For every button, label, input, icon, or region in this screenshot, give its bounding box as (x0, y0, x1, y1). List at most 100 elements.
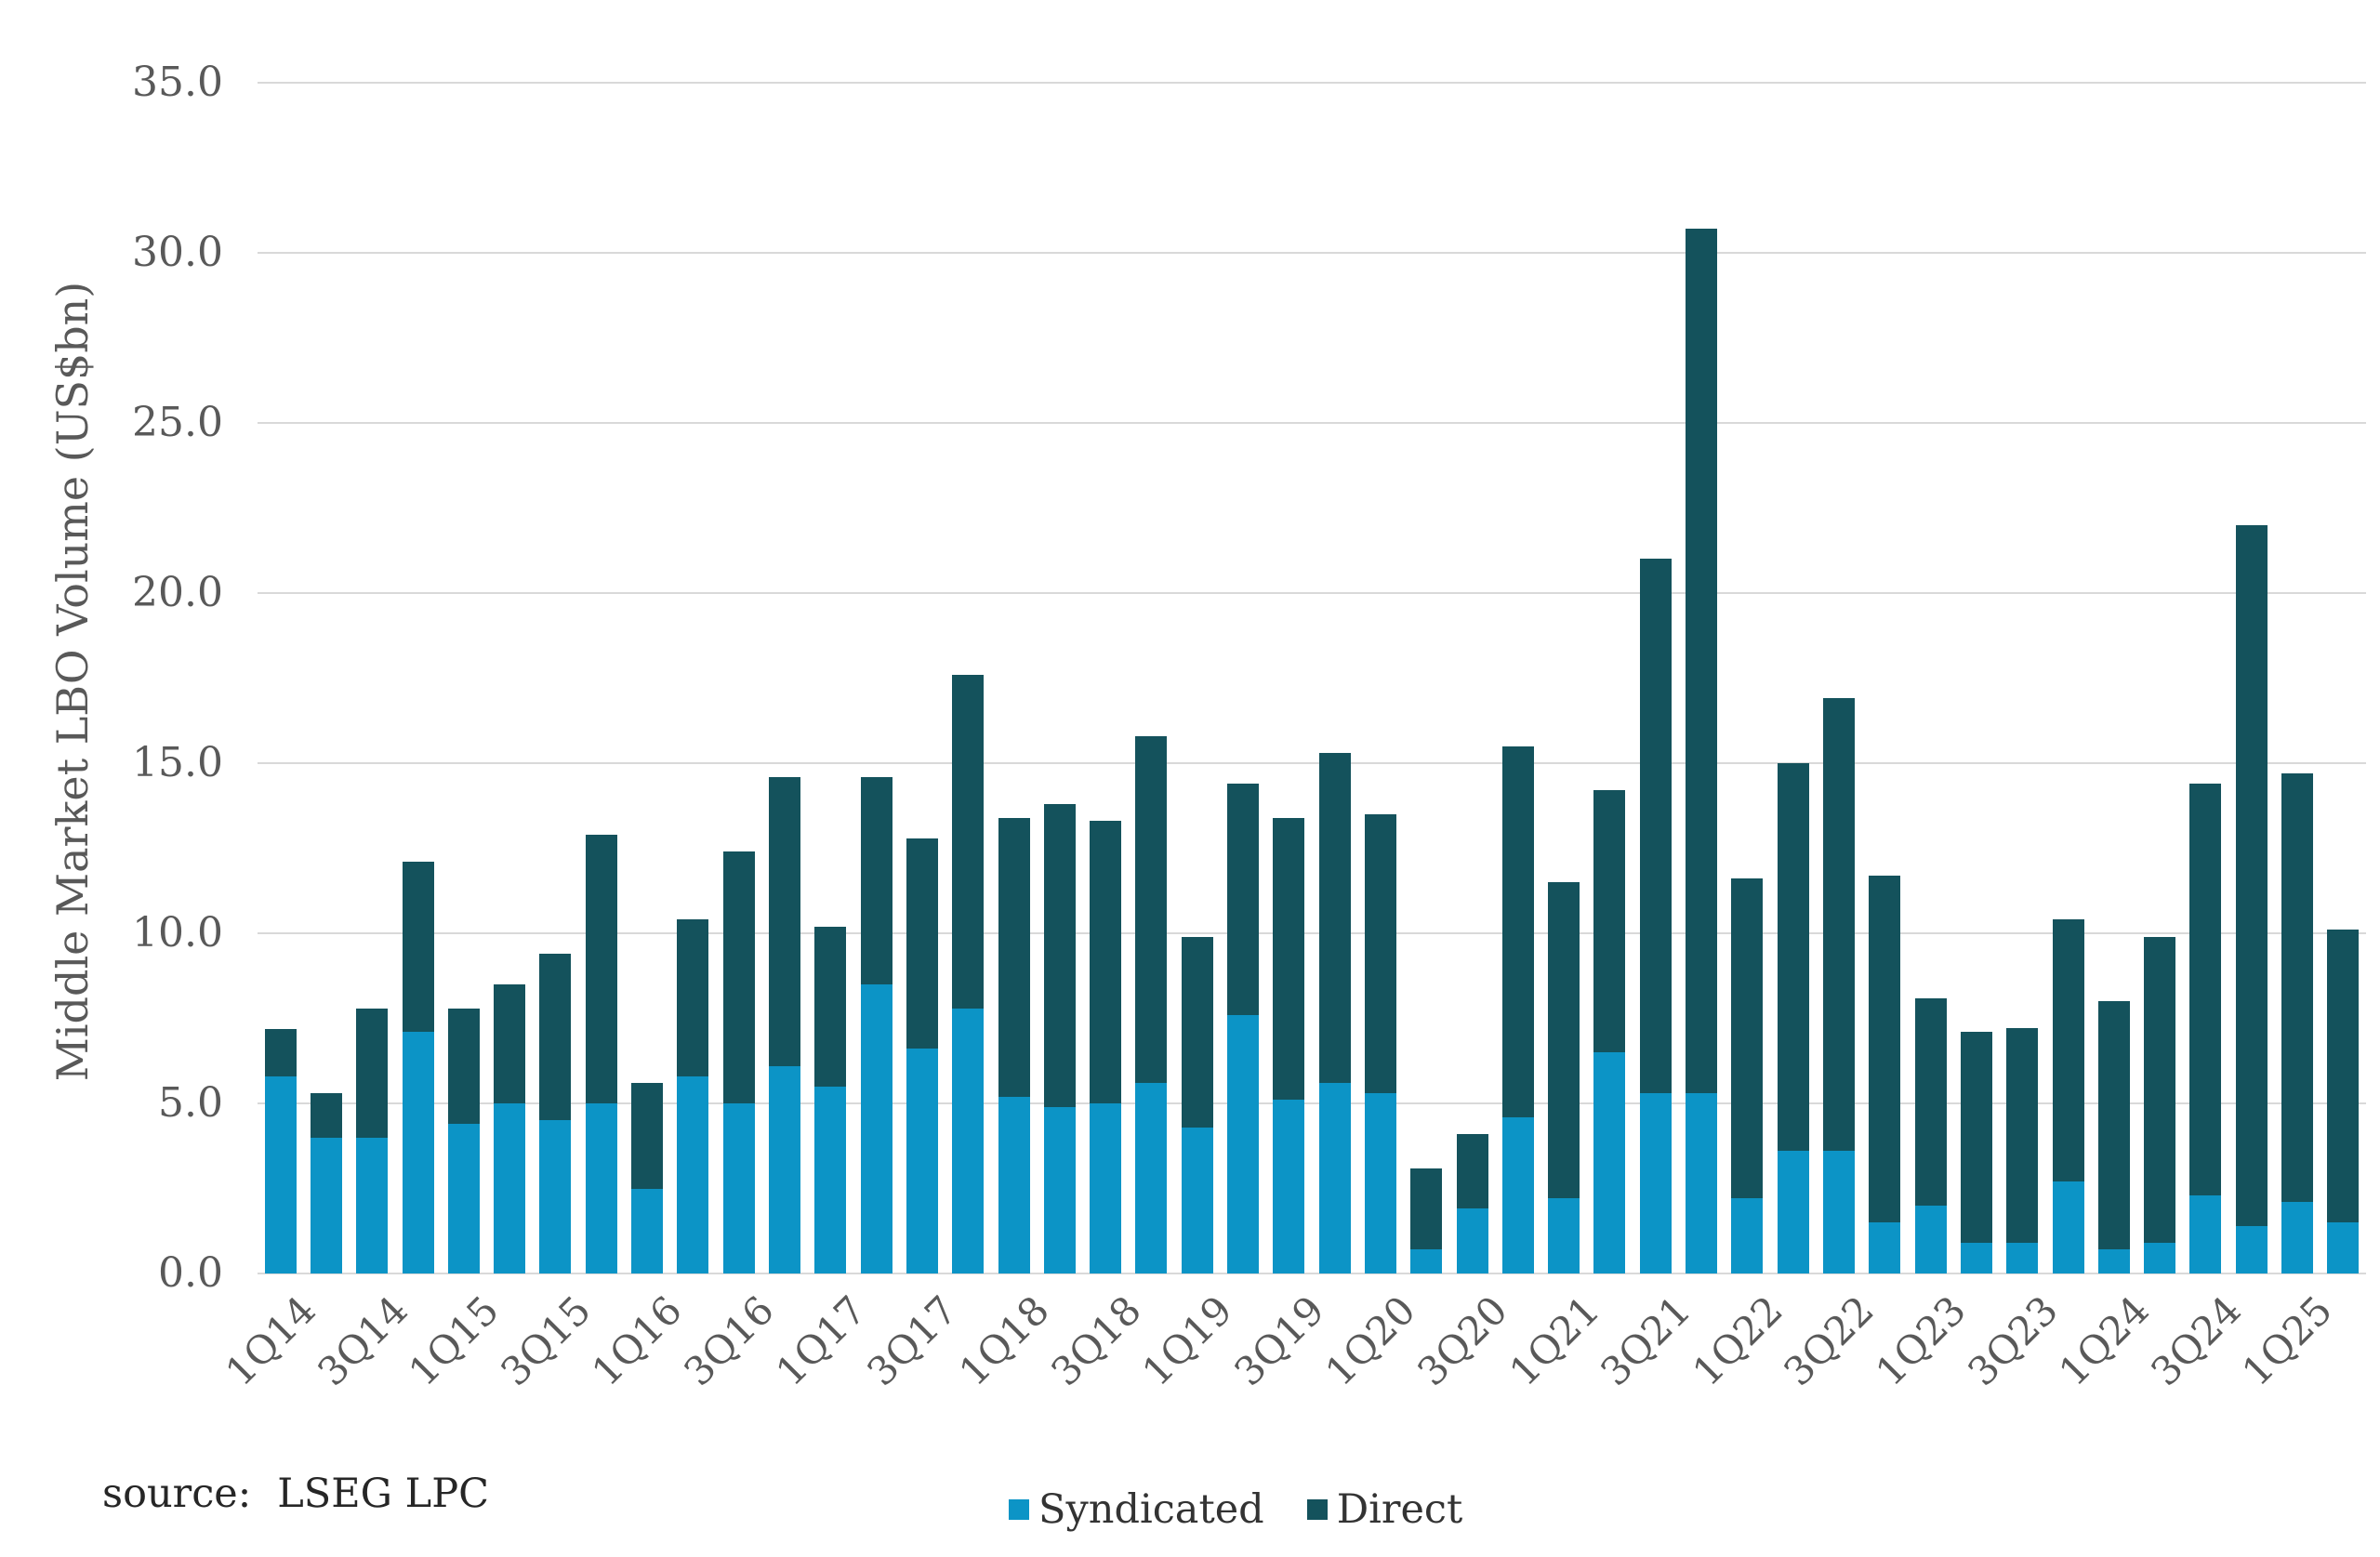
bar-syndicated-2Q16 (677, 1075, 709, 1273)
bar-syndicated-1Q25 (2281, 1202, 2314, 1273)
bar-direct-3Q16 (722, 851, 755, 1103)
x-tick-label-1Q18: 1Q18 (950, 1287, 1058, 1395)
bar-direct-4Q21 (1686, 229, 1718, 1094)
source-note: source: LSEG LPC (102, 1471, 489, 1517)
gridline-30.0 (258, 252, 2366, 254)
bar-syndicated-3Q17 (906, 1049, 938, 1273)
bar-syndicated-1Q17 (814, 1086, 847, 1273)
x-tick-label-1Q16: 1Q16 (583, 1287, 692, 1395)
x-tick-label-1Q24: 1Q24 (2050, 1287, 2159, 1395)
bar-syndicated-3Q24 (2189, 1194, 2222, 1273)
bar-direct-4Q15 (585, 834, 617, 1103)
bar-syndicated-4Q14 (402, 1032, 434, 1273)
x-tick-label-1Q17: 1Q17 (766, 1287, 875, 1395)
bar-syndicated-2Q14 (310, 1137, 342, 1273)
bar-syndicated-2Q19 (1227, 1014, 1260, 1273)
bar-syndicated-1Q20 (1364, 1093, 1396, 1273)
bar-syndicated-1Q24 (2097, 1249, 2130, 1273)
bar-direct-2Q20 (1410, 1168, 1443, 1250)
source-value: LSEG LPC (277, 1471, 490, 1517)
bar-syndicated-3Q22 (1823, 1151, 1855, 1273)
bar-syndicated-2Q18 (1043, 1106, 1076, 1273)
bar-direct-1Q17 (814, 926, 847, 1087)
bar-syndicated-2Q17 (860, 983, 892, 1273)
bar-direct-1Q23 (1914, 997, 1947, 1206)
bar-direct-2Q17 (860, 776, 892, 984)
y-tick-label: 25.0 (132, 399, 223, 446)
gridline-10.0 (258, 932, 2366, 934)
bar-direct-3Q17 (906, 838, 938, 1049)
bar-direct-1Q22 (1731, 878, 1764, 1199)
bar-direct-4Q23 (2052, 919, 2084, 1182)
bar-direct-3Q15 (539, 953, 572, 1121)
gridline-0.0 (258, 1273, 2366, 1274)
bar-direct-3Q18 (1090, 821, 1122, 1103)
bar-syndicated-4Q18 (1135, 1083, 1168, 1273)
bar-direct-1Q21 (1548, 882, 1580, 1199)
bar-syndicated-3Q15 (539, 1120, 572, 1273)
bar-direct-2Q25 (2327, 930, 2360, 1223)
bar-syndicated-3Q23 (2006, 1243, 2039, 1273)
bar-syndicated-1Q14 (264, 1075, 297, 1273)
bar-direct-2Q24 (2144, 936, 2176, 1244)
gridline-20.0 (258, 592, 2366, 594)
bar-syndicated-1Q23 (1914, 1205, 1947, 1273)
y-tick-label: 30.0 (132, 229, 223, 276)
legend-swatch-icon (1009, 1499, 1029, 1520)
bar-syndicated-2Q21 (1593, 1052, 1626, 1273)
gridline-35.0 (258, 82, 2366, 84)
x-tick-label-1Q19: 1Q19 (1133, 1287, 1241, 1395)
bar-direct-3Q14 (356, 1008, 389, 1138)
bar-direct-3Q24 (2189, 783, 2222, 1195)
bar-syndicated-4Q23 (2052, 1181, 2084, 1273)
y-tick-label: 20.0 (132, 569, 223, 616)
bar-direct-2Q21 (1593, 790, 1626, 1053)
bar-direct-4Q22 (1869, 875, 1901, 1223)
bar-syndicated-4Q21 (1686, 1093, 1718, 1273)
bar-direct-4Q14 (402, 862, 434, 1033)
bar-syndicated-4Q22 (1869, 1222, 1901, 1273)
bar-direct-1Q18 (998, 817, 1030, 1097)
x-tick-label-3Q15: 3Q15 (492, 1287, 600, 1395)
bar-direct-4Q20 (1501, 746, 1534, 1117)
bar-direct-3Q23 (2006, 1028, 2039, 1244)
bar-syndicated-3Q21 (1639, 1093, 1672, 1273)
x-tick-label-3Q21: 3Q21 (1592, 1287, 1700, 1395)
bar-direct-2Q16 (677, 919, 709, 1076)
bar-syndicated-2Q20 (1410, 1249, 1443, 1273)
x-tick-label-3Q24: 3Q24 (2141, 1287, 2250, 1395)
bar-syndicated-1Q18 (998, 1096, 1030, 1273)
x-tick-label-3Q14: 3Q14 (308, 1287, 416, 1395)
bar-syndicated-2Q23 (1960, 1243, 1992, 1273)
bar-syndicated-3Q20 (1456, 1208, 1488, 1273)
bar-syndicated-2Q24 (2144, 1243, 2176, 1273)
legend-item-direct: Direct (1306, 1486, 1463, 1533)
bar-syndicated-1Q22 (1731, 1198, 1764, 1273)
bar-direct-2Q15 (494, 983, 526, 1103)
bar-syndicated-2Q15 (494, 1103, 526, 1273)
legend-label: Direct (1336, 1486, 1463, 1533)
bar-direct-2Q14 (310, 1093, 342, 1138)
x-tick-label-3Q22: 3Q22 (1775, 1287, 1884, 1395)
bar-direct-2Q18 (1043, 803, 1076, 1107)
x-tick-label-1Q22: 1Q22 (1683, 1287, 1792, 1395)
bar-direct-1Q16 (631, 1083, 664, 1189)
bar-syndicated-3Q16 (722, 1103, 755, 1273)
bar-direct-2Q23 (1960, 1032, 1992, 1244)
bar-syndicated-1Q19 (1181, 1127, 1213, 1273)
x-tick-label-1Q15: 1Q15 (400, 1287, 509, 1395)
source-label: source: (102, 1471, 252, 1517)
bar-direct-3Q22 (1823, 698, 1855, 1152)
bar-direct-2Q19 (1227, 783, 1260, 1015)
bar-syndicated-1Q16 (631, 1188, 664, 1273)
bar-syndicated-4Q20 (1501, 1116, 1534, 1273)
bar-direct-3Q19 (1273, 817, 1305, 1101)
plot-area (258, 82, 2366, 1274)
bar-syndicated-3Q18 (1090, 1103, 1122, 1273)
x-tick-label-1Q14: 1Q14 (217, 1287, 324, 1395)
chart-legend: Syndicated Direct (1009, 1487, 1462, 1532)
bar-syndicated-2Q25 (2327, 1222, 2360, 1273)
x-tick-label-1Q21: 1Q21 (1500, 1287, 1608, 1395)
x-tick-label-3Q19: 3Q19 (1224, 1287, 1333, 1395)
